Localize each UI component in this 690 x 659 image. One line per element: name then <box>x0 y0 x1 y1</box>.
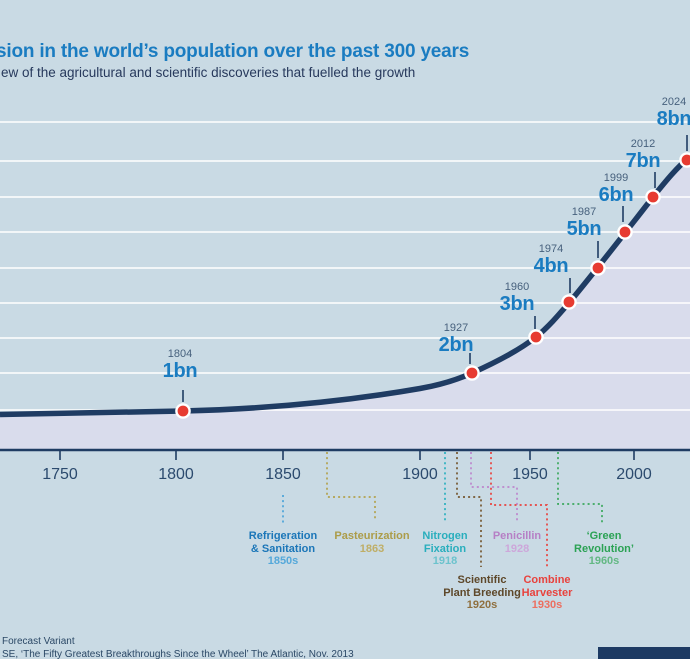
area-under-curve <box>0 156 690 449</box>
dot-2bn <box>464 365 480 381</box>
annotation-line: Fixation <box>423 542 467 555</box>
milestone-year: 1804 <box>167 348 193 360</box>
annotation-line: ‘Green <box>586 530 622 542</box>
x-axis-ticks <box>59 451 635 460</box>
annotation-line: Harvester <box>521 586 573 599</box>
milestone-year: 1927 <box>443 322 469 334</box>
annotation-period: 1918 <box>432 555 458 567</box>
footer-line-2: SE, ‘The Fifty Greatest Breakthroughs Si… <box>2 649 354 659</box>
footer-line-1: Forecast Variant <box>2 636 75 647</box>
annotation-period: 1960s <box>588 555 620 567</box>
annotation-period: 1928 <box>504 542 530 555</box>
discovery-leaders <box>282 452 603 567</box>
annotation-refrigeration-sanitation: Refrigeration & Sanitation 1850s <box>228 530 338 568</box>
leader-pasteurization <box>326 452 376 521</box>
annotation-nitrogen-fixation: Nitrogen Fixation 1918 <box>390 530 500 568</box>
dot-7bn <box>645 189 661 205</box>
page-subtitle: ew of the agricultural and scientific di… <box>1 65 416 80</box>
milestone-year: 1987 <box>571 206 597 218</box>
dot-3bn <box>528 329 544 345</box>
milestone-value: 2bn <box>438 334 474 356</box>
leader-green-revolution <box>557 452 603 525</box>
annotation-line: Revolution’ <box>574 542 634 555</box>
milestone-label-6bn: 1999 6bn <box>571 172 661 206</box>
annotation-line: & Sanitation <box>250 542 316 555</box>
milestone-value: 3bn <box>499 293 535 315</box>
milestone-label-5bn: 1987 5bn <box>539 206 629 240</box>
annotation-plant-breeding: Scientific Plant Breeding 1920s <box>427 574 537 612</box>
annotation-line: Nitrogen <box>422 530 468 542</box>
milestone-value: 6bn <box>598 184 634 206</box>
page-title: sion in the world’s population over the … <box>0 41 470 62</box>
footer-source: Forecast Variant SE, ‘The Fifty Greatest… <box>2 635 354 659</box>
annotation-period: 1850s <box>267 555 299 567</box>
annotation-period: 1863 <box>359 542 385 555</box>
milestone-value: 8bn <box>656 108 690 130</box>
milestone-label-8bn: 2024 8bn <box>629 96 690 130</box>
axis-tick-2000: 2000 <box>616 466 652 483</box>
annotation-line: Penicillin <box>492 530 542 542</box>
leader-combine-harvester <box>490 452 548 567</box>
milestone-label-4bn: 1974 4bn <box>506 243 596 277</box>
annotation-period: 1920s <box>466 599 498 611</box>
milestone-value: 4bn <box>533 255 569 277</box>
axis-tick-1800: 1800 <box>158 466 194 483</box>
milestone-label-2bn: 1927 2bn <box>411 322 501 356</box>
annotation-line: Pasteurization <box>334 530 410 542</box>
annotation-green-revolution: ‘Green Revolution’ 1960s <box>549 530 659 568</box>
milestone-connectors <box>182 135 688 402</box>
annotation-penicillin: Penicillin 1928 <box>462 530 572 555</box>
annotation-line: Refrigeration <box>248 530 318 542</box>
axis-tick-1950: 1950 <box>512 466 548 483</box>
annotation-combine-harvester: Combine Harvester 1930s <box>492 574 602 612</box>
annotation-line: Combine <box>523 574 571 586</box>
annotation-pasteurization: Pasteurization 1863 <box>317 530 427 555</box>
dot-4bn <box>561 294 577 310</box>
axis-tick-1850: 1850 <box>265 466 301 483</box>
annotation-line: Plant Breeding <box>443 586 521 599</box>
milestone-value: 7bn <box>625 150 661 172</box>
milestone-label-7bn: 2012 7bn <box>598 138 688 172</box>
milestone-year: 2024 <box>661 96 687 108</box>
milestone-value: 5bn <box>566 218 602 240</box>
milestone-year: 2012 <box>630 138 656 150</box>
milestone-year: 1960 <box>504 281 530 293</box>
annotation-period: 1930s <box>531 599 563 611</box>
milestone-label-3bn: 1960 3bn <box>472 281 562 315</box>
dot-1bn <box>175 403 191 419</box>
dot-8bn <box>679 152 690 168</box>
milestone-value: 1bn <box>162 360 198 382</box>
dot-6bn <box>617 224 633 240</box>
leader-penicillin <box>470 452 518 523</box>
logo-box <box>598 647 690 659</box>
leader-plant-breeding <box>456 452 482 567</box>
axis-tick-1750: 1750 <box>42 466 78 483</box>
milestone-dots <box>175 152 690 419</box>
milestone-label-1bn: 1804 1bn <box>135 348 225 382</box>
milestone-year: 1974 <box>538 243 564 255</box>
dot-5bn <box>590 260 606 276</box>
axis-tick-1900: 1900 <box>402 466 438 483</box>
annotation-line: Scientific <box>457 574 507 586</box>
milestone-year: 1999 <box>603 172 629 184</box>
